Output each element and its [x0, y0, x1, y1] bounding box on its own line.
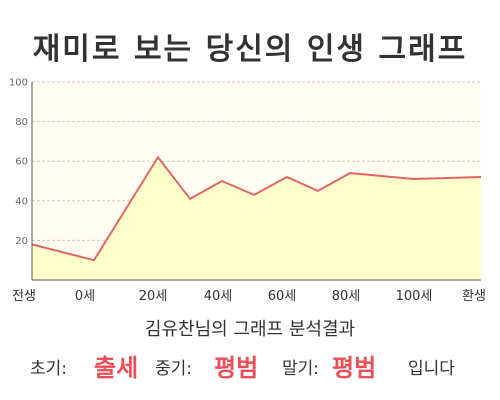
result-title: 김유찬님의 그래프 분석결과 [144, 319, 356, 340]
middle-value: 평범 [214, 354, 259, 382]
x-tick-label: 환생 [462, 289, 486, 304]
area-fill [32, 157, 481, 280]
early-value: 출세 [94, 354, 139, 382]
series-line [31, 156, 482, 262]
life-graph-chart: 20 40 60 80 100 전생 0세 20세 40세 60세 80세 100세 환생 [9, 78, 486, 305]
x-tick-label: 60세 [268, 289, 297, 304]
y-tick-label: 20 [15, 236, 28, 247]
y-tick-label: 80 [15, 117, 28, 128]
result-summary: 초기: 출세 중기: 평범 말기: 평범 입니다 [0, 348, 500, 382]
late-label: 말기: [282, 359, 320, 379]
ending-text: 입니다 [408, 359, 455, 379]
x-tick-label: 100세 [396, 289, 433, 304]
middle-label: 중기: [155, 359, 193, 379]
page-title: 재미로 보는 당신의 인생 그래프 [32, 32, 468, 67]
x-tick-label: 80세 [332, 289, 361, 304]
y-tick-label: 100 [9, 78, 28, 89]
y-tick-label: 40 [15, 196, 28, 207]
x-tick-label: 40세 [204, 289, 233, 304]
x-tick-label: 0세 [75, 289, 95, 304]
x-tick-label: 20세 [139, 289, 168, 304]
y-tick-label: 60 [15, 157, 28, 168]
late-value: 평범 [332, 354, 377, 382]
early-label: 초기: [30, 359, 68, 379]
x-tick-label: 전생 [12, 289, 36, 304]
